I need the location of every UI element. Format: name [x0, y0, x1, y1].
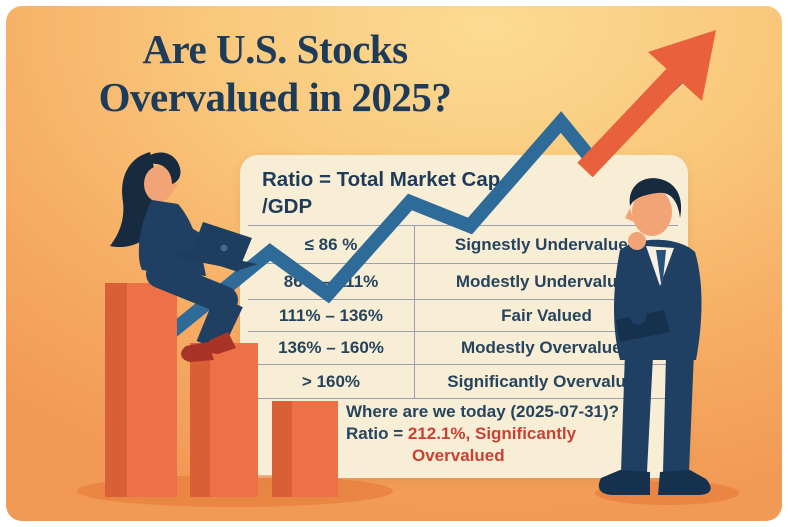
- ratio-formula-line-2: /GDP: [262, 194, 313, 218]
- today-ratio-value: 212.1%, Significantly: [407, 424, 577, 444]
- label-cell: Significantly Overvalued: [447, 371, 646, 391]
- range-cell: 111% – 136%: [248, 300, 415, 331]
- growth-arrow-icon: [577, 30, 716, 178]
- today-ratio-value-2: Overvalued: [412, 446, 505, 466]
- page-title: Are U.S. Stocks Overvalued in 2025?: [40, 26, 510, 122]
- label-cell: Signestly Undervalued: [454, 234, 639, 254]
- table-row: 136% – 160% Modestly Overvalued: [248, 331, 678, 364]
- growth-line-icon: [110, 72, 683, 384]
- today-ratio-line: Ratio = 212.1%, Significantly: [346, 423, 681, 445]
- infographic-canvas: Are U.S. Stocks Overvalued in 2025? Rati…: [6, 6, 782, 521]
- current-status-block: Where are we today (2025-07-31)? Ratio =…: [346, 401, 681, 467]
- today-question-mark: ?: [608, 402, 620, 421]
- woman-with-laptop-illustration: [110, 152, 258, 362]
- label-cell: Fair Valued: [501, 305, 592, 325]
- range-cell: > 160%: [248, 365, 415, 398]
- table-row: 111% – 136% Fair Valued: [248, 299, 678, 331]
- stage: Are U.S. Stocks Overvalued in 2025? Rati…: [6, 6, 782, 521]
- today-ratio-prefix: Ratio =: [346, 424, 408, 444]
- laptop-icon: [168, 222, 258, 272]
- label-cell: Modestly Overvalued: [460, 338, 632, 357]
- table-row: > 160% Significantly Overvalued: [248, 364, 678, 398]
- range-cell: 136% – 160%: [248, 332, 415, 364]
- today-ratio-line-2: Overvalued: [346, 445, 681, 467]
- illustration-overlay: [77, 30, 739, 507]
- thinking-man-illustration: [598, 178, 711, 495]
- valuation-card: Ratio = Total Market Cap /GDP ≤ 86 % Sig…: [240, 155, 688, 478]
- ratio-formula-line-1: Ratio = Total Market Cap: [262, 168, 501, 191]
- today-question: Where are we today (2025-07-31)?: [346, 401, 681, 423]
- ratio-formula-heading: Ratio = Total Market Cap /GDP: [262, 167, 562, 220]
- today-question-text: Where are we today: [346, 402, 511, 421]
- today-date: (2025-07-31): [510, 402, 609, 421]
- range-cell: ≤ 86 %: [248, 226, 415, 263]
- bar-chart-bars-icon: [105, 283, 338, 497]
- title-line-2: Overvalued in 2025?: [98, 73, 452, 120]
- title-line-1: Are U.S. Stocks: [142, 26, 408, 72]
- label-cell: Modestly Undervalued: [455, 271, 638, 291]
